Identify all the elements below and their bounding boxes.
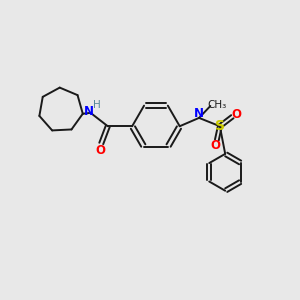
Text: N: N bbox=[84, 105, 94, 118]
Text: N: N bbox=[194, 107, 204, 120]
Text: O: O bbox=[211, 139, 221, 152]
Text: O: O bbox=[95, 143, 105, 157]
Text: O: O bbox=[232, 108, 242, 122]
Text: H: H bbox=[93, 100, 101, 110]
Text: CH₃: CH₃ bbox=[207, 100, 226, 110]
Text: S: S bbox=[215, 119, 225, 133]
